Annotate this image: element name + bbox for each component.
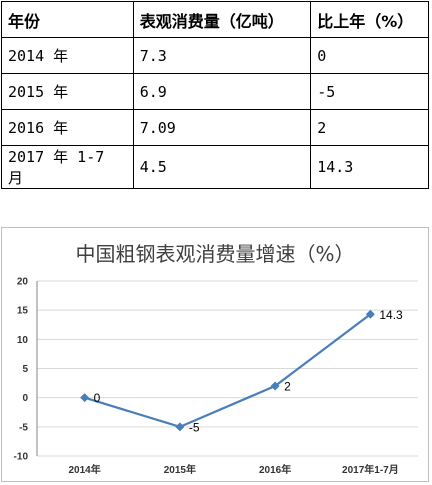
x-tick-label: 2014年: [69, 463, 101, 476]
cell-change: 0: [310, 37, 429, 74]
y-tick-label: -10: [14, 452, 29, 463]
table-row: 2017 年 1-7 月 4.5 14.3: [1, 145, 429, 189]
chart-title: 中国粗钢表观消费量增速（%）: [75, 242, 354, 266]
table-row: 2015 年 6.9 -5: [1, 73, 429, 110]
series-layer: 0 -5 2 14.3: [80, 308, 403, 434]
y-tick-label: 0: [22, 393, 28, 404]
cell-year: 2017 年 1-7 月: [1, 145, 134, 189]
growth-chart: 中国粗钢表观消费量增速（%） 20 15 10 5 0 -5 -10 2014年 2015年 20…: [1, 227, 429, 482]
data-point: [175, 422, 185, 432]
y-tick-label: 10: [17, 335, 29, 346]
y-tick-label: 20: [17, 277, 29, 288]
data-label: 0: [94, 391, 101, 405]
data-label: -5: [189, 420, 200, 434]
x-tick-label: 2015年: [164, 463, 196, 476]
cell-consumption: 6.9: [132, 73, 312, 110]
data-label: 2: [284, 380, 291, 394]
x-tick-label: 2017年1-7月: [342, 463, 399, 476]
cell-change: 2: [310, 109, 429, 146]
data-label: 14.3: [379, 308, 403, 322]
data-point: [365, 309, 375, 319]
data-point: [270, 381, 280, 391]
header-consumption: 表观消费量（亿吨）: [132, 1, 312, 38]
header-year: 年份: [1, 1, 134, 38]
data-point: [80, 393, 90, 403]
table-header-row: 年份 表观消费量（亿吨） 比上年（%）: [1, 1, 429, 38]
x-tick-label: 2016年: [259, 463, 291, 476]
cell-consumption: 4.5: [132, 145, 312, 189]
cell-consumption: 7.09: [132, 109, 312, 146]
table-row: 2016 年 7.09 2: [1, 109, 429, 146]
cell-year: 2014 年: [1, 37, 134, 74]
table-row: 2014 年 7.3 0: [1, 37, 429, 74]
series-line: [84, 313, 372, 429]
cell-change: -5: [310, 73, 429, 110]
y-tick-label: 15: [17, 306, 29, 317]
cell-change: 14.3: [310, 145, 429, 189]
cell-year: 2015 年: [1, 73, 134, 110]
grid-layer: [37, 280, 418, 457]
header-change: 比上年（%）: [310, 1, 429, 38]
consumption-table: 年份 表观消费量（亿吨） 比上年（%） 2014 年 7.3 0 2015 年 …: [1, 1, 429, 189]
cell-year: 2016 年: [1, 109, 134, 146]
y-tick-label: 5: [22, 364, 28, 375]
cell-consumption: 7.3: [132, 37, 312, 74]
y-tick-label: -5: [19, 422, 28, 433]
